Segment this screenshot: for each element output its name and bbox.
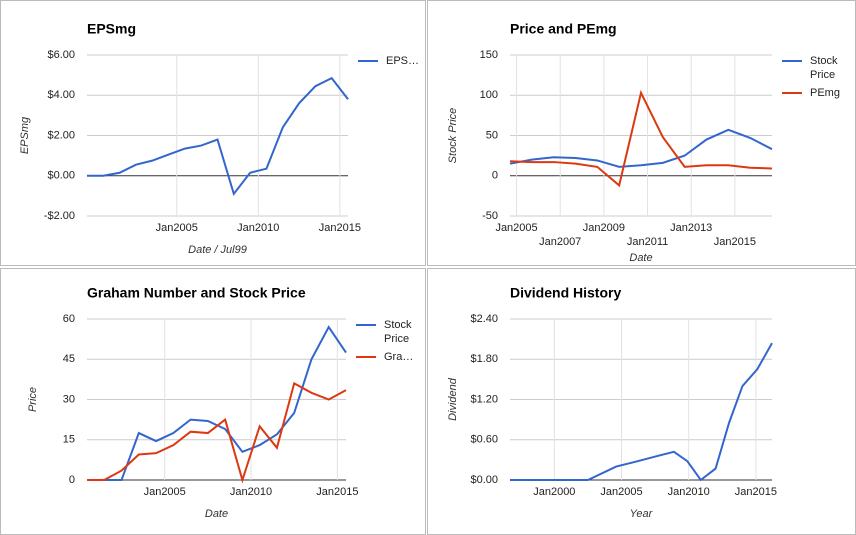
- series-line: [509, 128, 773, 168]
- panel: [427, 268, 856, 535]
- series-line: [87, 325, 347, 481]
- y-axis-title: EPSmg: [19, 116, 31, 154]
- y-tick-label: 45: [63, 353, 75, 365]
- y-tick-label: $0.60: [470, 434, 498, 446]
- x-tick-label: Jan2011: [627, 236, 668, 248]
- y-tick-label: -50: [482, 210, 498, 222]
- y-tick-label: $6.00: [47, 49, 75, 61]
- y-tick-label: 100: [480, 89, 498, 101]
- y-tick-label: 60: [63, 313, 75, 325]
- x-tick-label: Jan2005: [600, 486, 642, 498]
- x-tick-label: Jan2015: [714, 236, 756, 248]
- y-tick-label: $1.20: [470, 393, 498, 405]
- x-tick-label: Jan2015: [316, 486, 358, 498]
- y-tick-label: $1.80: [470, 353, 498, 365]
- x-tick-label: Jan2009: [583, 222, 625, 234]
- x-axis-title: Date: [629, 252, 652, 264]
- chart-title: Graham Number and Stock Price: [87, 285, 306, 301]
- legend-label: Stock Price: [810, 55, 838, 81]
- chart-title: EPSmg: [87, 21, 136, 37]
- y-tick-label: $2.00: [47, 129, 75, 141]
- y-axis-title: Dividend: [447, 377, 459, 421]
- chart-title: Price and PEmg: [510, 21, 617, 37]
- legend-label: Stock Price: [384, 319, 412, 345]
- y-tick-label: 0: [492, 170, 498, 182]
- y-tick-label: 50: [486, 129, 498, 141]
- x-tick-label: Jan2005: [156, 222, 198, 234]
- legend-label: Gra…: [384, 351, 414, 363]
- x-tick-label: Jan2010: [237, 222, 279, 234]
- y-tick-label: 15: [63, 434, 75, 446]
- chart-title: Dividend History: [510, 285, 621, 301]
- legend-label: PEmg: [810, 87, 840, 99]
- x-tick-label: Jan2015: [319, 222, 361, 234]
- x-tick-label: Jan2007: [539, 236, 581, 248]
- x-axis-title: Date: [205, 508, 228, 520]
- legend-label: EPS…: [386, 55, 420, 67]
- x-tick-label: Jan2015: [735, 486, 777, 498]
- y-tick-label: $2.40: [470, 313, 498, 325]
- y-tick-label: 30: [63, 393, 75, 405]
- series-line: [510, 342, 773, 482]
- x-tick-label: Jan2005: [495, 222, 537, 234]
- y-axis-title: Stock Price: [447, 108, 459, 164]
- panel: [0, 0, 426, 266]
- y-axis-title: Price: [27, 387, 39, 412]
- x-tick-label: Jan2005: [144, 486, 186, 498]
- y-tick-label: -$2.00: [44, 210, 75, 222]
- series-line: [509, 89, 773, 188]
- x-tick-label: Jan2010: [230, 486, 272, 498]
- x-axis-title: Year: [630, 508, 654, 520]
- y-tick-label: $4.00: [47, 89, 75, 101]
- x-tick-label: Jan2010: [668, 486, 710, 498]
- x-tick-label: Jan2000: [533, 486, 575, 498]
- y-tick-label: $0.00: [470, 474, 498, 486]
- series-line: [87, 381, 347, 484]
- y-tick-label: $0.00: [47, 170, 75, 182]
- x-tick-label: Jan2013: [670, 222, 712, 234]
- y-tick-label: 150: [480, 49, 498, 61]
- series-line: [87, 76, 349, 197]
- x-axis-title: Date / Jul99: [188, 244, 247, 256]
- y-tick-label: 0: [69, 474, 75, 486]
- panel: [427, 0, 856, 266]
